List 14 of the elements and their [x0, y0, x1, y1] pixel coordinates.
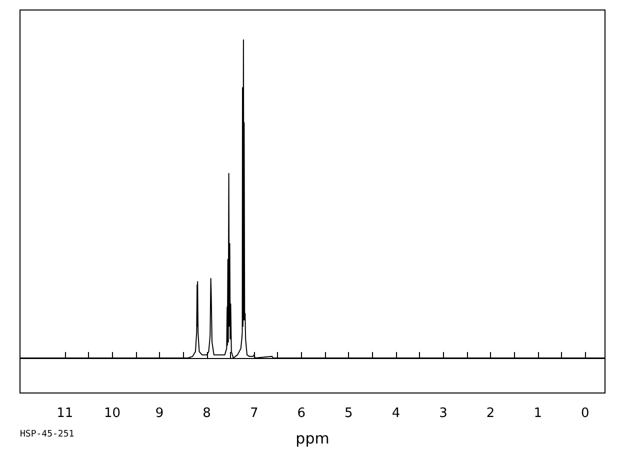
text: HSP-45-251	[20, 430, 74, 440]
x-tick-label: 10	[104, 406, 120, 421]
x-tick-label: 2	[486, 406, 495, 421]
x-tick-label: 6	[297, 406, 306, 421]
x-axis-title: ppm	[296, 430, 330, 448]
x-tick-label: 7	[250, 406, 258, 421]
x-tick-label: 11	[56, 406, 74, 421]
x-tick-label: 8	[202, 406, 211, 421]
x-tick-label: 3	[439, 406, 448, 421]
x-tick-label: 4	[392, 406, 400, 421]
x-tick-label: 5	[344, 406, 353, 421]
x-tick-label: 0	[580, 406, 590, 421]
x-tick-label: 9	[155, 406, 164, 421]
x-tick-label: 1	[534, 406, 542, 421]
